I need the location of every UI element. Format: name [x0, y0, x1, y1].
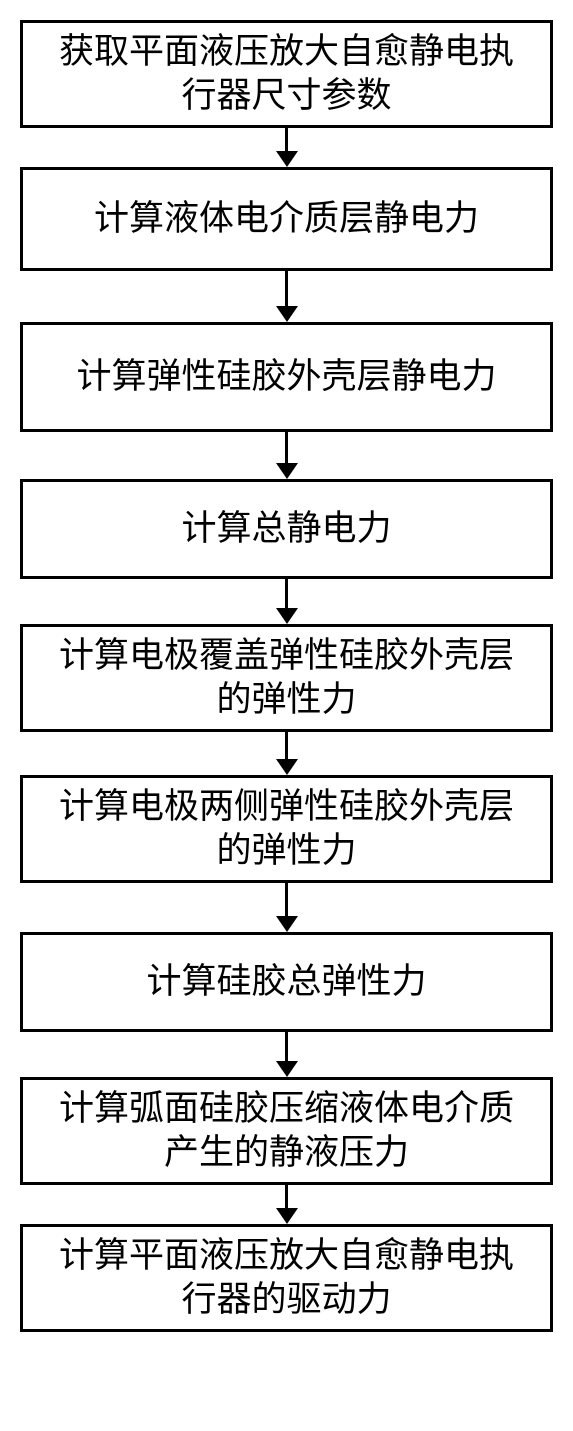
arrow-head-icon [276, 916, 298, 932]
arrow-head-icon [276, 151, 298, 167]
flow-node-label: 计算硅胶总弹性力 [146, 960, 426, 1004]
flow-arrow-5 [276, 883, 298, 932]
flow-arrow-7 [276, 1185, 298, 1224]
arrow-head-icon [276, 608, 298, 624]
flow-node-label: 计算平面液压放大自愈静电执行器的驱动力 [43, 1234, 530, 1322]
flow-arrow-6 [276, 1032, 298, 1077]
flow-arrow-4 [276, 732, 298, 775]
flow-node-8: 计算平面液压放大自愈静电执行器的驱动力 [20, 1224, 553, 1332]
arrow-line [285, 432, 288, 464]
arrow-line [285, 271, 288, 307]
arrow-line [285, 1185, 288, 1209]
flow-node-1: 计算液体电介质层静电力 [20, 167, 553, 271]
arrow-head-icon [276, 463, 298, 479]
flow-node-label: 获取平面液压放大自愈静电执行器尺寸参数 [43, 30, 530, 118]
flow-arrow-3 [276, 579, 298, 624]
arrow-line [285, 128, 288, 152]
flow-node-5: 计算电极两侧弹性硅胶外壳层的弹性力 [20, 775, 553, 883]
flow-node-3: 计算总静电力 [20, 479, 553, 579]
flow-node-0: 获取平面液压放大自愈静电执行器尺寸参数 [20, 20, 553, 128]
flow-node-6: 计算硅胶总弹性力 [20, 932, 553, 1032]
arrow-head-icon [276, 1061, 298, 1077]
flow-node-2: 计算弹性硅胶外壳层静电力 [20, 322, 553, 432]
flow-arrow-1 [276, 271, 298, 322]
flow-node-label: 计算液体电介质层静电力 [94, 197, 479, 241]
flow-node-label: 计算弹性硅胶外壳层静电力 [76, 355, 496, 399]
arrow-head-icon [276, 306, 298, 322]
flow-node-label: 计算电极两侧弹性硅胶外壳层的弹性力 [43, 785, 530, 873]
flow-node-label: 计算弧面硅胶压缩液体电介质产生的静液压力 [43, 1087, 530, 1175]
arrow-head-icon [276, 1208, 298, 1224]
flow-arrow-0 [276, 128, 298, 167]
flow-node-label: 计算电极覆盖弹性硅胶外壳层的弹性力 [43, 634, 530, 722]
arrow-head-icon [276, 759, 298, 775]
arrow-line [285, 579, 288, 609]
arrow-line [285, 732, 288, 760]
arrow-line [285, 1032, 288, 1062]
flow-node-label: 计算总静电力 [181, 507, 391, 551]
arrow-line [285, 883, 288, 917]
flow-arrow-2 [276, 432, 298, 479]
flowchart-container: 获取平面液压放大自愈静电执行器尺寸参数计算液体电介质层静电力计算弹性硅胶外壳层静… [20, 20, 553, 1332]
flow-node-7: 计算弧面硅胶压缩液体电介质产生的静液压力 [20, 1077, 553, 1185]
flow-node-4: 计算电极覆盖弹性硅胶外壳层的弹性力 [20, 624, 553, 732]
